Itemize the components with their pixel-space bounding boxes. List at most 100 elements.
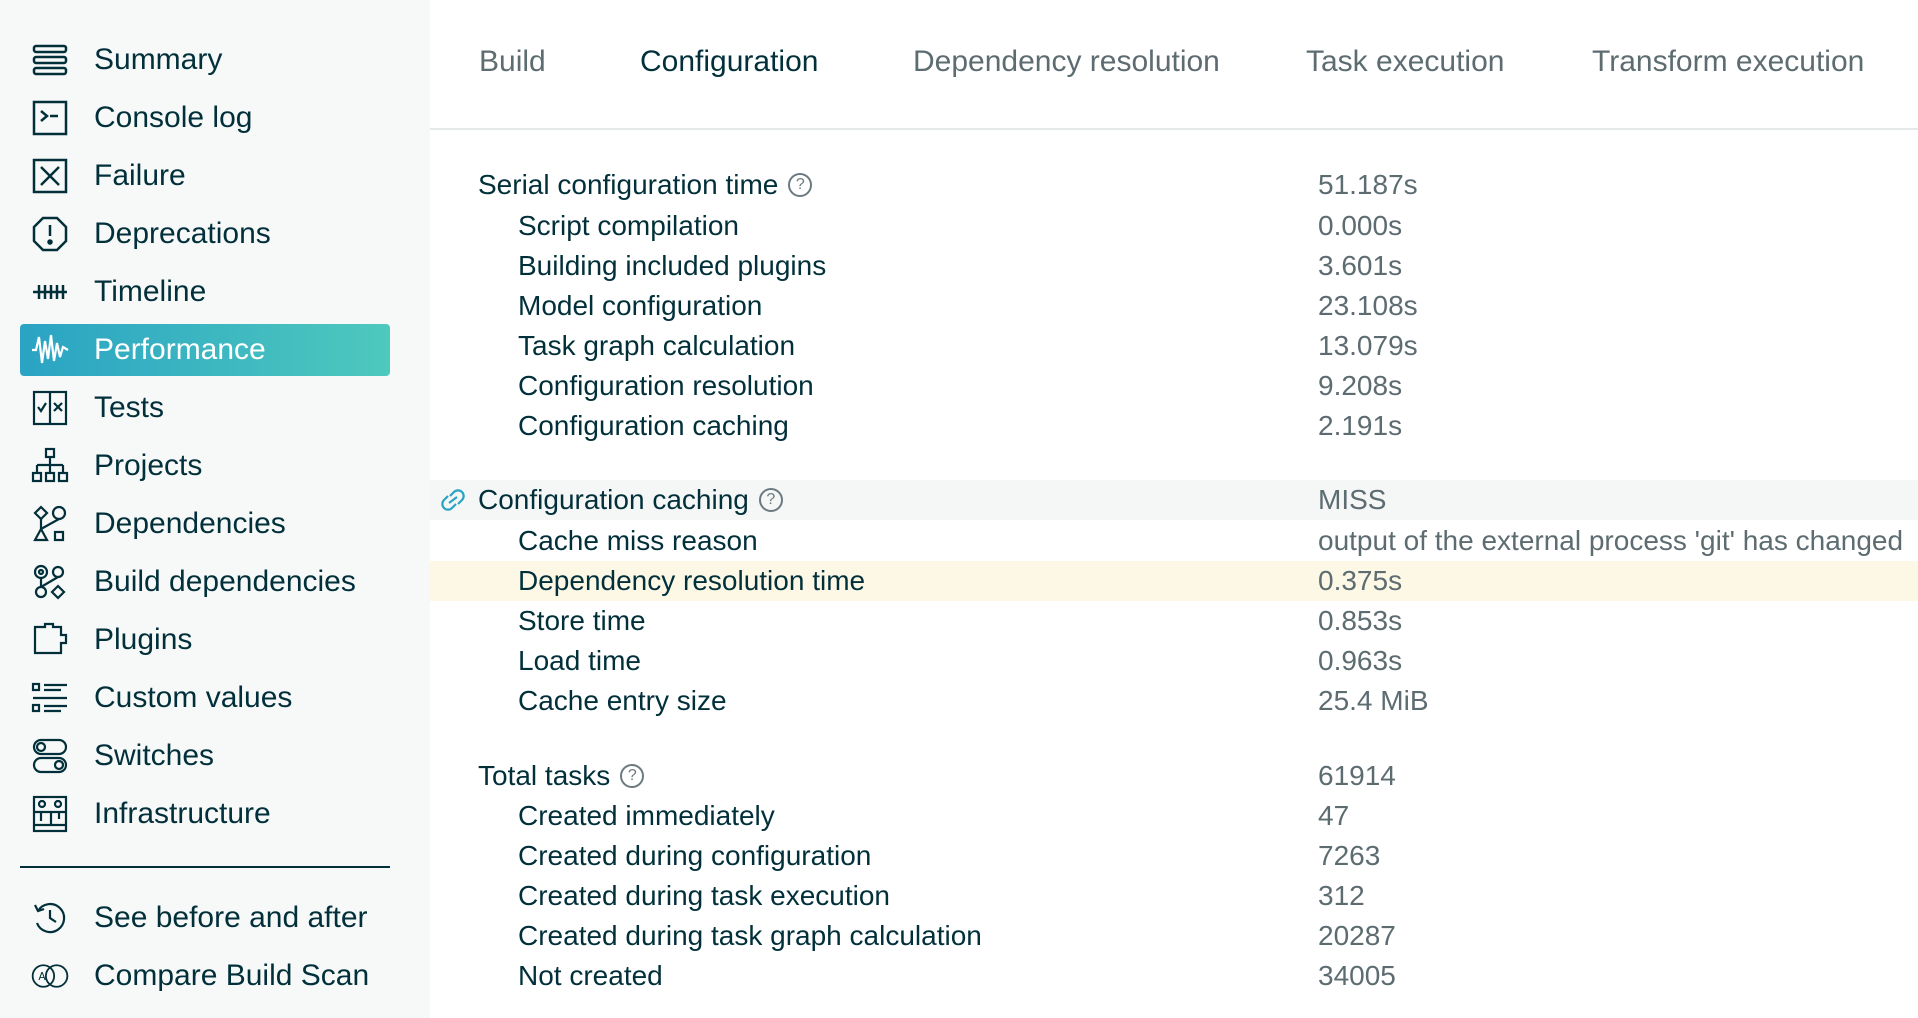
- table-row: Model configuration 23.108s: [430, 286, 1918, 326]
- custom-values-icon: [30, 678, 70, 718]
- compare-icon: A: [30, 956, 70, 996]
- total-tasks-row: Total tasks? 61914: [430, 756, 1918, 796]
- row-label: Load time: [518, 645, 641, 676]
- sidebar-item-tests[interactable]: Tests: [20, 382, 390, 434]
- deprecations-icon: [30, 214, 70, 254]
- sidebar-item-summary[interactable]: Summary: [20, 34, 390, 86]
- sidebar-item-infrastructure[interactable]: Infrastructure: [20, 788, 390, 840]
- sidebar-item-label: See before and after: [94, 901, 368, 934]
- table-row: Cache entry size 25.4 MiB: [430, 681, 1918, 721]
- summary-icon: [30, 40, 70, 80]
- configuration-caching-row: Configuration caching? MISS: [430, 480, 1918, 520]
- tests-icon: [30, 388, 70, 428]
- row-value: 2.191s: [1318, 410, 1403, 441]
- row-value: 0.375s: [1318, 565, 1403, 596]
- sidebar-item-label: Timeline: [94, 275, 207, 308]
- link-icon[interactable]: [438, 488, 468, 512]
- sidebar-item-dependencies[interactable]: Dependencies: [20, 498, 390, 550]
- sidebar-item-label: Switches: [94, 739, 215, 772]
- sidebar-item-label: Custom values: [94, 681, 293, 714]
- sidebar-item-projects[interactable]: Projects: [20, 440, 390, 492]
- sidebar-item-label: Projects: [94, 449, 203, 482]
- row-value: 0.963s: [1318, 645, 1403, 676]
- table-row: Not created 34005: [430, 956, 1918, 996]
- switches-icon: [30, 736, 70, 776]
- row-label: Configuration caching: [518, 410, 789, 441]
- total-tasks-value: 61914: [1318, 760, 1396, 791]
- row-value: 25.4 MiB: [1318, 685, 1429, 716]
- serial-configuration-label: Serial configuration time: [478, 169, 779, 200]
- row-value: 3.601s: [1318, 250, 1403, 281]
- row-value: 0.000s: [1318, 210, 1403, 241]
- table-row: Store time 0.853s: [430, 601, 1918, 641]
- row-label: Cache entry size: [518, 685, 727, 716]
- timeline-icon: [30, 272, 70, 312]
- tab-build[interactable]: Build: [479, 45, 546, 78]
- tab-transform-execution[interactable]: Transform execution: [1592, 45, 1865, 78]
- configuration-caching-label: Configuration caching: [478, 484, 749, 515]
- row-label: Building included plugins: [518, 250, 827, 281]
- table-row: Task graph calculation 13.079s: [430, 326, 1918, 366]
- console-icon: [30, 98, 70, 138]
- row-value: 23.108s: [1318, 290, 1418, 321]
- help-icon[interactable]: ?: [758, 488, 783, 512]
- tab-task-execution[interactable]: Task execution: [1306, 45, 1505, 78]
- table-row: Script compilation 0.000s: [430, 206, 1918, 246]
- sidebar-item-performance[interactable]: Performance: [20, 324, 390, 376]
- sidebar-item-label: Tests: [94, 391, 165, 424]
- tab-configuration[interactable]: Configuration: [640, 45, 819, 78]
- dependencies-icon: [30, 504, 70, 544]
- sidebar-item-label: Plugins: [94, 623, 193, 656]
- sidebar-item-switches[interactable]: Switches: [20, 730, 390, 782]
- sidebar-item-label: Summary: [94, 43, 223, 76]
- row-label: Created during task graph calculation: [518, 920, 982, 951]
- help-icon[interactable]: ?: [620, 764, 645, 788]
- tab-bar: Build Configuration Dependency resolutio…: [430, 0, 1918, 130]
- help-icon[interactable]: ?: [788, 173, 813, 197]
- row-label: Script compilation: [518, 210, 739, 241]
- tab-dependency-resolution[interactable]: Dependency resolution: [913, 45, 1220, 78]
- row-value: 34005: [1318, 960, 1396, 991]
- projects-icon: [30, 446, 70, 486]
- configuration-caching-value: MISS: [1318, 484, 1387, 515]
- sidebar-item-plugins[interactable]: Plugins: [20, 614, 390, 666]
- table-row: Dependency resolution time 0.375s: [430, 561, 1918, 601]
- sidebar-item-timeline[interactable]: Timeline: [20, 266, 390, 318]
- sidebar: Summary Console log Failure Deprecations…: [0, 0, 430, 1018]
- sidebar-item-see-before-after[interactable]: See before and after: [20, 892, 390, 944]
- row-label: Not created: [518, 960, 663, 991]
- sidebar-nav: Summary Console log Failure Deprecations…: [20, 34, 390, 846]
- sidebar-item-console-log[interactable]: Console log: [20, 92, 390, 144]
- infrastructure-icon: [30, 794, 70, 834]
- table-row: Created during task execution 312: [430, 876, 1918, 916]
- row-label: Task graph calculation: [518, 330, 796, 361]
- row-value: output of the external process 'git' has…: [1318, 525, 1904, 556]
- table-row: Created immediately 47: [430, 796, 1918, 836]
- row-label: Store time: [518, 605, 646, 636]
- row-value: 0.853s: [1318, 605, 1403, 636]
- row-label: Dependency resolution time: [518, 565, 866, 596]
- table-row: Load time 0.963s: [430, 641, 1918, 681]
- table-row: Building included plugins 3.601s: [430, 246, 1918, 286]
- row-label: Cache miss reason: [518, 525, 758, 556]
- history-icon: [30, 898, 70, 938]
- row-value: 9.208s: [1318, 370, 1403, 401]
- failure-icon: [30, 156, 70, 196]
- sidebar-item-compare-build-scan[interactable]: A Compare Build Scan: [20, 950, 390, 1002]
- sidebar-item-custom-values[interactable]: Custom values: [20, 672, 390, 724]
- sidebar-item-deprecations[interactable]: Deprecations: [20, 208, 390, 260]
- plugins-icon: [30, 620, 70, 660]
- performance-icon: [30, 330, 70, 370]
- sidebar-secondary-nav: See before and after A Compare Build Sca…: [20, 892, 390, 1008]
- sidebar-item-label: Failure: [94, 159, 186, 192]
- sidebar-item-failure[interactable]: Failure: [20, 150, 390, 202]
- row-label: Created during task execution: [518, 880, 890, 911]
- table-row: Configuration resolution 9.208s: [430, 366, 1918, 406]
- build-dependencies-icon: [30, 562, 70, 602]
- sidebar-item-build-dependencies[interactable]: Build dependencies: [20, 556, 390, 608]
- sidebar-item-label: Deprecations: [94, 217, 271, 250]
- sidebar-item-label: Dependencies: [94, 507, 286, 540]
- svg-text:A: A: [38, 970, 46, 983]
- table-row: Created during configuration 7263: [430, 836, 1918, 876]
- sidebar-item-label: Console log: [94, 101, 253, 134]
